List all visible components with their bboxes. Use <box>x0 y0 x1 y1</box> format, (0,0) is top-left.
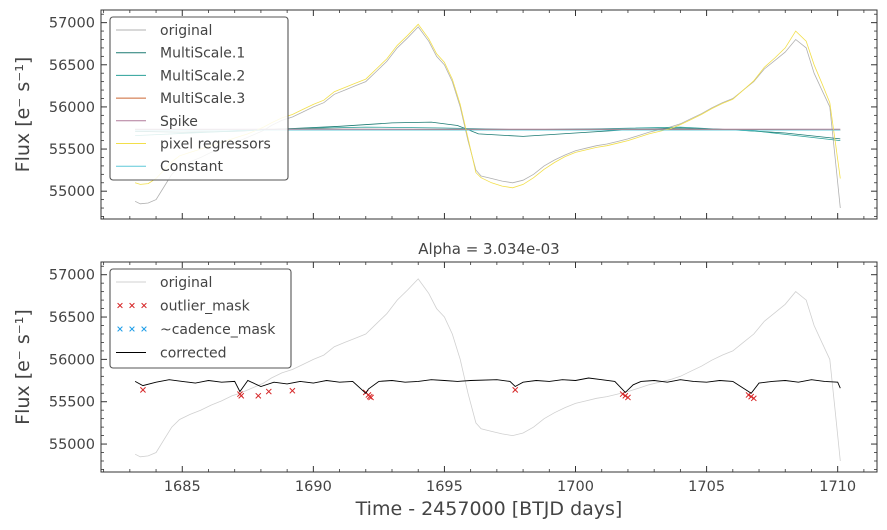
legend-label-multiscale-1: MultiScale.1 <box>160 46 245 62</box>
outlier-mask-point <box>289 387 296 394</box>
legend-marker-cadence-mask <box>141 326 147 332</box>
legend-label-multiscale-2: MultiScale.2 <box>160 68 245 84</box>
plot-area-1 <box>134 278 841 462</box>
outlier-mask-point <box>624 394 631 401</box>
y-tick-label: 56000 <box>49 100 95 116</box>
y-tick-label: 56500 <box>49 310 95 326</box>
legend-label-multiscale-3: MultiScale.3 <box>160 91 245 107</box>
y-axis-label: Flux [e⁻ s⁻¹] <box>12 57 34 173</box>
axes-frame <box>100 9 878 220</box>
outlier-mask-point <box>750 395 757 402</box>
y-tick-label: 55500 <box>49 395 95 411</box>
x-tick-label: 1700 <box>557 479 594 495</box>
outlier-mask-point <box>619 391 626 398</box>
outlier-mask-point <box>265 388 272 395</box>
legend-label-original: original <box>160 275 212 291</box>
y-tick-label: 57000 <box>49 16 95 32</box>
legend-marker-outlier-mask <box>129 302 135 309</box>
bottom-panel: 55000 55500 56000 56500 57000 1685 1690 1695 170… <box>12 240 878 520</box>
legend-label-spike: Spike <box>160 114 198 130</box>
x-tick-label: 1695 <box>426 479 463 495</box>
legend: original outlier_mask ~cadence_maskcorrect… <box>109 268 292 369</box>
legend-frame <box>109 16 289 181</box>
y-tick-label: 55000 <box>49 184 95 200</box>
outlier-mask-point <box>622 392 629 399</box>
x-tick-label: 1685 <box>164 479 201 495</box>
y-tick-label: 56000 <box>49 352 95 368</box>
legend-label-constant: Constant <box>160 159 223 175</box>
legend-label-outlier-mask: outlier_mask <box>160 299 251 315</box>
y-axis-label: Flux [e⁻ s⁻¹] <box>12 309 34 425</box>
outlier-mask-point <box>512 386 519 393</box>
legend-label-original: original <box>160 23 212 39</box>
chart-title: Alpha = 3.034e-03 <box>418 240 559 258</box>
y-tick-label: 56500 <box>49 58 95 74</box>
x-tick-label: 1705 <box>688 479 725 495</box>
legend-label-cadence-mask: ~cadence_mask <box>160 322 276 338</box>
outlier-mask-point <box>139 386 146 393</box>
outlier-mask-point <box>238 392 245 399</box>
outlier-mask-point <box>748 393 755 400</box>
legend-marker-outlier-mask <box>141 302 147 309</box>
y-tick-label: 55000 <box>49 437 95 453</box>
legend-marker-cadence-mask <box>129 326 135 332</box>
x-axis-label: Time - 2457000 [BTJD days] <box>355 498 623 520</box>
legend: original MultiScale.1 MultiScale.2 MultiSca… <box>109 16 289 181</box>
legend-label-pixel-regressors: pixel regressors <box>160 137 271 153</box>
y-tick-label: 57000 <box>49 268 95 284</box>
top-panel: 55000 55500 56000 56500 57000 Flux [e⁻ s⁻¹] or… <box>12 9 878 220</box>
legend-marker-outlier-mask <box>117 302 123 309</box>
outlier-mask-point <box>368 394 374 401</box>
axes-frame <box>100 261 878 473</box>
legend-marker-cadence-mask <box>117 326 123 332</box>
y-tick-label: 55500 <box>49 142 95 158</box>
legend-frame <box>109 268 292 369</box>
x-tick-label: 1710 <box>819 479 856 495</box>
outlier-mask-point <box>255 392 262 399</box>
legend-label-corrected: corrected <box>160 346 227 362</box>
corrected-line <box>134 377 841 395</box>
x-tick-label: 1690 <box>295 479 332 495</box>
